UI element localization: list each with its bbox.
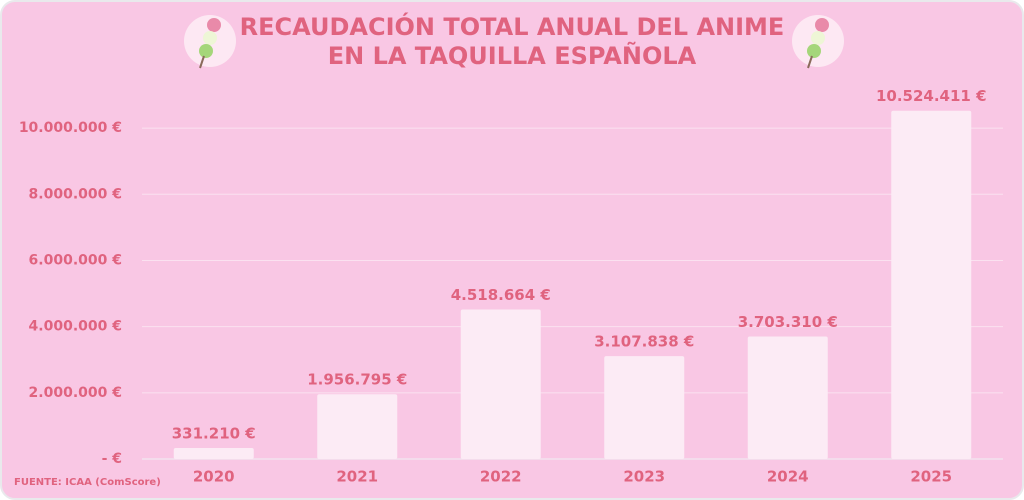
bar	[460, 309, 541, 459]
y-tick-label: 10.000.000 €	[19, 120, 122, 136]
bar	[747, 336, 828, 459]
value-label: 4.518.664 €	[451, 286, 551, 304]
x-tick-label: 2023	[623, 468, 665, 486]
chart-title: RECAUDACIÓN TOTAL ANUAL DEL ANIME	[240, 11, 785, 41]
flower-left	[184, 15, 236, 69]
x-tick-label: 2022	[480, 468, 522, 486]
value-label: 1.956.795 €	[307, 371, 407, 389]
x-tick-label: 2024	[767, 468, 809, 486]
y-tick-label: 4.000.000 €	[29, 319, 122, 335]
value-label: 3.107.838 €	[594, 333, 694, 351]
x-tick-label: 2021	[336, 468, 378, 486]
y-tick-label: - €	[102, 451, 122, 467]
y-tick-label: 8.000.000 €	[29, 186, 122, 202]
x-tick-label: 2025	[910, 468, 952, 486]
value-label: 331.210 €	[172, 425, 256, 443]
bar	[891, 110, 972, 459]
bar	[173, 448, 254, 459]
chart-title: EN LA TAQUILLA ESPAÑOLA	[328, 41, 697, 70]
y-tick-label: 2.000.000 €	[29, 385, 122, 401]
x-tick-label: 2020	[193, 468, 235, 486]
value-label: 10.524.411 €	[876, 87, 987, 105]
bar	[604, 356, 685, 459]
value-label: 3.703.310 €	[738, 313, 838, 331]
flower-right	[792, 15, 844, 69]
y-tick-label: 6.000.000 €	[29, 252, 122, 268]
bar	[317, 394, 398, 459]
source: FUENTE: ICAA (ComScore)	[14, 477, 161, 488]
